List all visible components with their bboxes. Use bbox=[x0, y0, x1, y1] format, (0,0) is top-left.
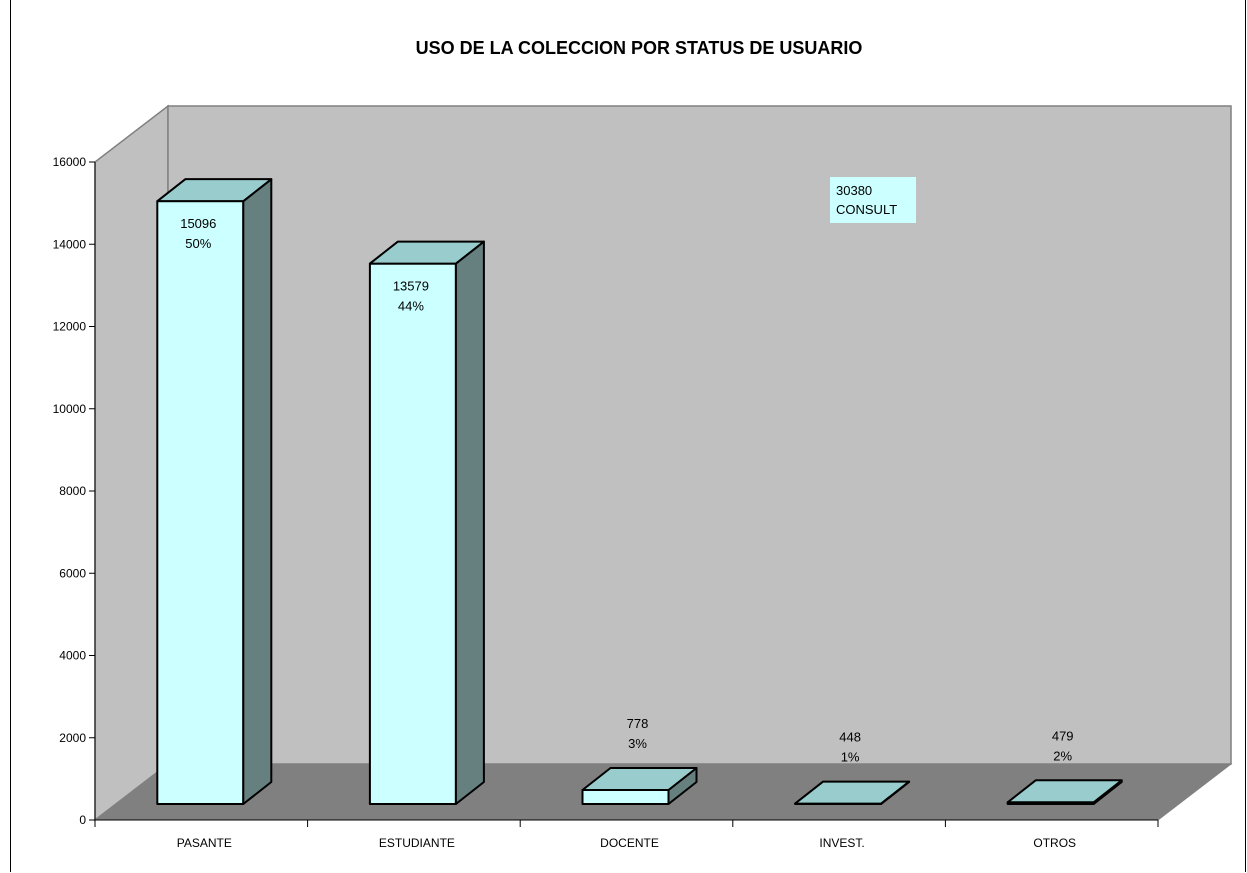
bar bbox=[1006, 779, 1123, 805]
bar-front bbox=[581, 789, 670, 805]
x-category-label: INVEST. bbox=[819, 836, 864, 850]
chart-frame: USO DE LA COLECCION POR STATUS DE USUARI… bbox=[10, 0, 1246, 872]
chart-title: USO DE LA COLECCION POR STATUS DE USUARI… bbox=[416, 38, 863, 58]
bar-front bbox=[156, 200, 245, 805]
bar bbox=[156, 178, 273, 805]
bar-top bbox=[368, 240, 485, 265]
back-wall bbox=[167, 105, 1232, 765]
bar-top bbox=[156, 178, 273, 203]
bar bbox=[581, 767, 698, 805]
bar-percent-label: 3% bbox=[628, 736, 647, 751]
x-category-label: OTROS bbox=[1033, 836, 1076, 850]
total-annotation-value: 30380 bbox=[836, 183, 872, 198]
y-tick-label: 4000 bbox=[59, 649, 86, 663]
total-annotation: 30380 CONSULT bbox=[830, 177, 916, 223]
bar-percent-label: 2% bbox=[1053, 748, 1072, 763]
bar-top bbox=[794, 780, 911, 805]
bar-percent-label: 50% bbox=[185, 236, 211, 251]
x-axis: PASANTE ESTUDIANTE DOCENTE INVEST. OTROS bbox=[94, 819, 1159, 850]
y-tick-label: 8000 bbox=[59, 484, 86, 498]
bar-value-label: 778 bbox=[627, 716, 649, 731]
y-tick-label: 10000 bbox=[53, 402, 87, 416]
bar bbox=[368, 240, 485, 805]
bar-value-label: 15096 bbox=[180, 216, 216, 231]
bar-front bbox=[368, 262, 457, 805]
y-tick-label: 14000 bbox=[53, 237, 87, 251]
bar-percent-label: 44% bbox=[398, 299, 424, 314]
bar bbox=[794, 780, 911, 805]
bar-side bbox=[454, 240, 485, 805]
total-annotation-box bbox=[830, 177, 916, 223]
bar-value-label: 479 bbox=[1052, 728, 1074, 743]
bar-value-label: 13579 bbox=[393, 279, 429, 294]
x-category-label: ESTUDIANTE bbox=[379, 836, 455, 850]
bar-top bbox=[581, 767, 698, 792]
y-tick-label: 6000 bbox=[59, 566, 86, 580]
bars bbox=[156, 178, 1123, 805]
x-category-label: PASANTE bbox=[177, 836, 232, 850]
y-tick-label: 16000 bbox=[53, 155, 87, 169]
y-tick-label: 12000 bbox=[53, 320, 87, 334]
y-axis: 0 2000 4000 6000 8000 10000 12000 14000 16000 bbox=[53, 155, 96, 827]
y-tick-label: 2000 bbox=[59, 731, 86, 745]
bar-value-label: 448 bbox=[839, 730, 861, 745]
y-tick-label: 0 bbox=[79, 813, 86, 827]
bar-percent-label: 1% bbox=[841, 750, 860, 765]
total-annotation-label: CONSULT bbox=[836, 202, 897, 217]
bar-side bbox=[242, 178, 273, 805]
data-labels: 15096 50% 13579 44% 778 3% 448 1% 479 2% bbox=[180, 216, 1073, 764]
bar-top bbox=[1006, 779, 1123, 804]
x-category-label: DOCENTE bbox=[600, 836, 659, 850]
chart-svg: USO DE LA COLECCION POR STATUS DE USUARI… bbox=[53, 38, 1233, 850]
